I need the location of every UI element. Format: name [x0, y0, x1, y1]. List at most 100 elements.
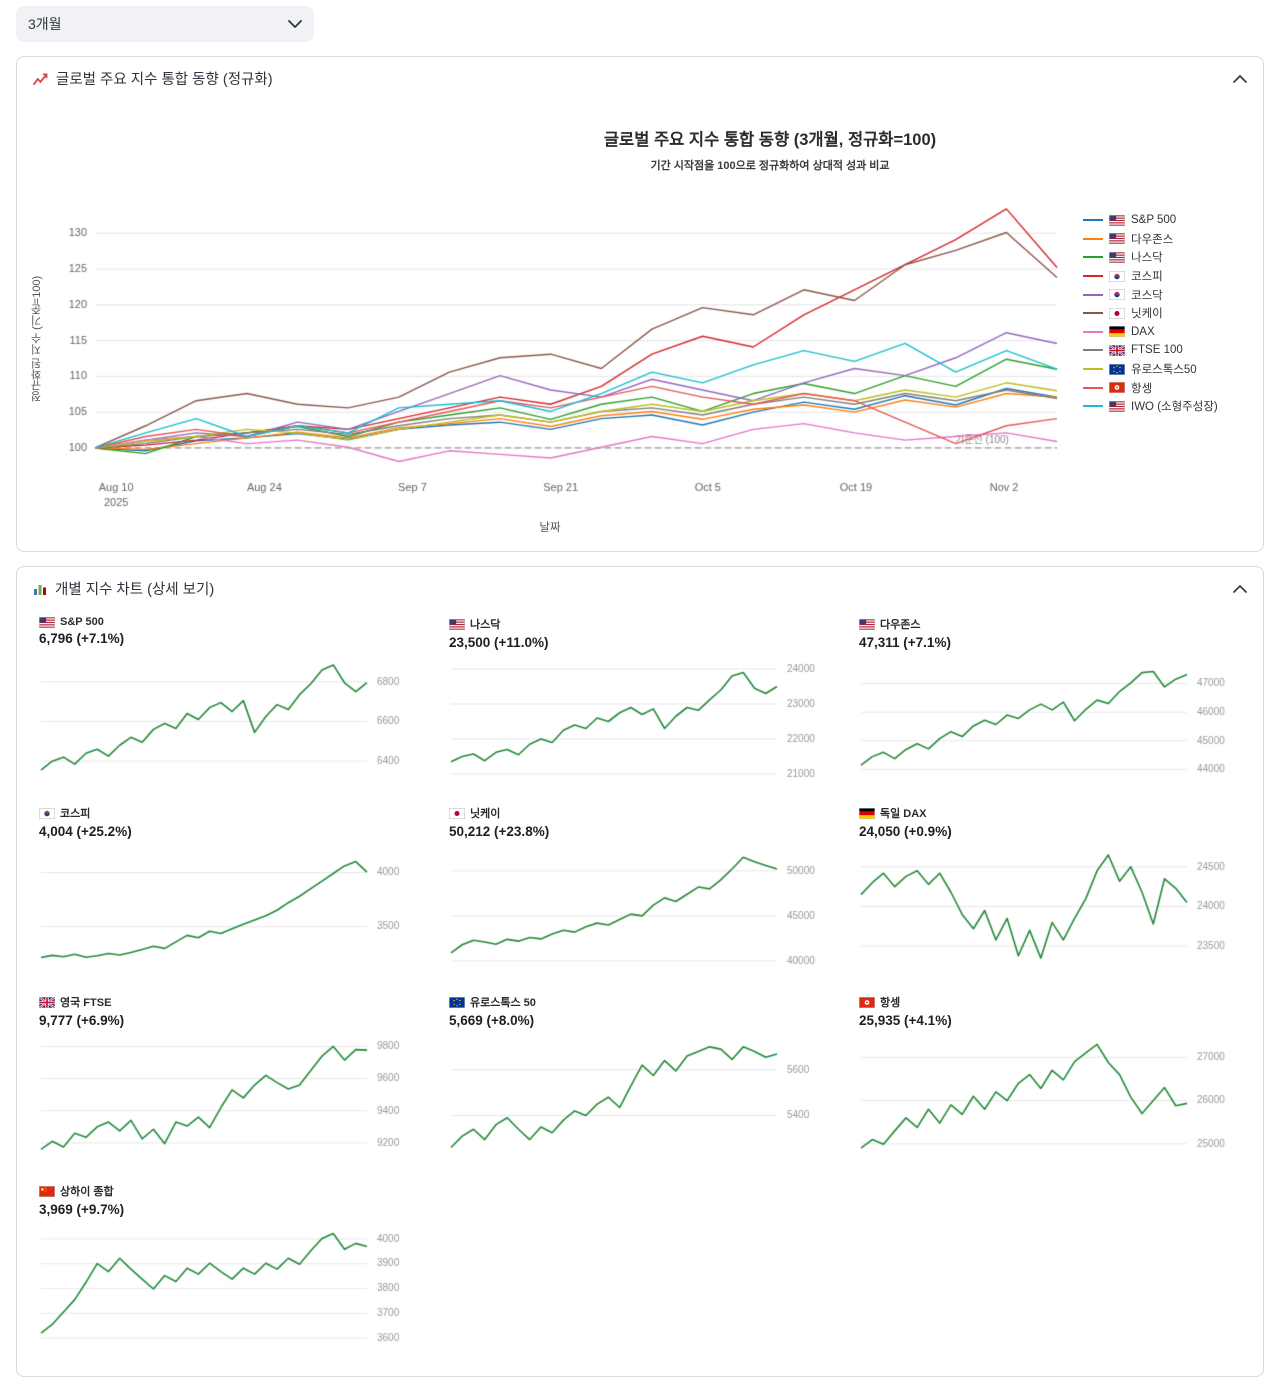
legend-label: 유로스톡스50 [1131, 364, 1197, 377]
legend-line-swatch [1083, 368, 1103, 371]
mini-chart-nasdaq: 나스닥 23,500 (+11.0%) [449, 616, 833, 789]
legend-item: 코스피 [1083, 267, 1239, 286]
period-select[interactable]: 3개월 [16, 6, 314, 42]
mini-chart-canvas [39, 843, 423, 978]
us-flag-icon [449, 618, 465, 630]
mini-chart-canvas [859, 843, 1243, 978]
mini-chart-name: S&P 500 [60, 616, 104, 628]
legend-line-swatch [1083, 237, 1103, 240]
mini-chart-shanghai: 상하이 종합 3,969 (+9.7%) [39, 1183, 423, 1356]
chevron-down-icon [288, 20, 302, 28]
legend-item: IWO (소형주성장) [1083, 397, 1239, 416]
legend-item: 다우존스 [1083, 230, 1239, 249]
legend-item: 항셍 [1083, 378, 1239, 397]
mini-chart-kospi: 코스피 4,004 (+25.2%) [39, 805, 423, 978]
gb-flag-icon [1109, 344, 1125, 356]
mini-chart-value: 24,050 (+0.9%) [859, 824, 952, 839]
cn-flag-icon [39, 1185, 55, 1197]
legend-label: DAX [1131, 325, 1155, 338]
overview-y-axis-label: 정규화된 지수 (기준=100) [31, 275, 43, 403]
mini-chart-value: 9,777 (+6.9%) [39, 1013, 125, 1028]
de-flag-icon [859, 807, 875, 819]
mini-chart-sp500: S&P 500 6,796 (+7.1%) [39, 616, 423, 789]
bar-chart-icon [33, 582, 47, 596]
overview-legend: S&P 500 다우존스 나스닥 코스피 코스닥 닛케이 DAX FTSE 10… [1069, 211, 1239, 416]
mini-chart-canvas [39, 650, 423, 785]
mini-chart-name: 닛케이 [470, 808, 501, 820]
mini-chart-name: 상하이 종합 [60, 1186, 114, 1198]
mini-chart-canvas [449, 843, 833, 978]
legend-line-swatch [1083, 349, 1103, 352]
mini-chart-name: 유로스톡스 50 [470, 997, 536, 1009]
mini-chart-name: 코스피 [60, 808, 91, 820]
period-select-value: 3개월 [28, 16, 62, 32]
mini-chart-canvas [859, 654, 1243, 789]
mini-chart-value: 6,796 (+7.1%) [39, 631, 125, 646]
mini-chart-value: 23,500 (+11.0%) [449, 635, 549, 650]
gb-flag-icon [39, 996, 55, 1008]
panel-detail-title: 개별 지수 차트 (상세 보기) [55, 582, 215, 598]
legend-label: IWO (소형주성장) [1131, 401, 1218, 414]
eu-flag-icon [1109, 363, 1125, 375]
mini-chart-name: 다우존스 [880, 619, 921, 631]
jp-flag-icon [1109, 307, 1125, 319]
kr-flag-icon [1109, 289, 1125, 301]
mini-chart-canvas [39, 1032, 423, 1167]
legend-item: 나스닥 [1083, 248, 1239, 267]
legend-line-swatch [1083, 219, 1103, 222]
mini-chart-name: 독일 DAX [880, 808, 927, 820]
mini-chart-dow: 다우존스 47,311 (+7.1%) [859, 616, 1243, 789]
legend-item: S&P 500 [1083, 211, 1239, 230]
collapse-chevron-up-icon [1233, 584, 1247, 593]
us-flag-icon [1109, 214, 1125, 226]
mini-chart-value: 25,935 (+4.1%) [859, 1013, 952, 1028]
legend-label: 항셍 [1131, 382, 1153, 395]
mini-chart-value: 4,004 (+25.2%) [39, 824, 132, 839]
mini-chart-nikkei: 닛케이 50,212 (+23.8%) [449, 805, 833, 978]
mini-chart-canvas [859, 1032, 1243, 1167]
overview-chart-title: 글로벌 주요 지수 통합 동향 (3개월, 정규화=100) [603, 131, 937, 149]
legend-label: 닛케이 [1131, 308, 1163, 321]
overview-figure: 글로벌 주요 지수 통합 동향 (3개월, 정규화=100) 기간 시작점을 1… [17, 98, 1263, 551]
panel-detail: 개별 지수 차트 (상세 보기) S&P 500 6,796 (+7.1%) 나… [16, 566, 1264, 1377]
us-flag-icon [39, 616, 55, 628]
panel-overview-header[interactable]: 글로벌 주요 지수 통합 동향 (정규화) [17, 57, 1263, 98]
legend-line-swatch [1083, 256, 1103, 259]
legend-label: 코스피 [1131, 271, 1163, 284]
us-flag-icon [1109, 400, 1125, 412]
us-flag-icon [859, 618, 875, 630]
mini-chart-name: 영국 FTSE [60, 997, 112, 1009]
mini-chart-value: 50,212 (+23.8%) [449, 824, 550, 839]
collapse-chevron-up-icon [1233, 74, 1247, 83]
legend-line-swatch [1083, 293, 1103, 296]
jp-flag-icon [449, 807, 465, 819]
dashboard-page: { "controls": { "period_select": { "valu… [0, 6, 1280, 1377]
kr-flag-icon [1109, 270, 1125, 282]
panel-detail-header[interactable]: 개별 지수 차트 (상세 보기) [17, 567, 1263, 608]
mini-chart-value: 3,969 (+9.7%) [39, 1202, 125, 1217]
legend-item: 유로스톡스50 [1083, 360, 1239, 379]
mini-chart-ftse: 영국 FTSE 9,777 (+6.9%) [39, 994, 423, 1167]
mini-chart-name: 나스닥 [470, 619, 501, 631]
mini-chart-canvas [39, 1221, 423, 1356]
hk-flag-icon [1109, 382, 1125, 394]
legend-line-swatch [1083, 405, 1103, 408]
legend-label: 나스닥 [1131, 252, 1163, 265]
mini-chart-value: 5,669 (+8.0%) [449, 1013, 535, 1028]
us-flag-icon [1109, 233, 1125, 245]
legend-label: S&P 500 [1131, 214, 1177, 227]
mini-chart-name: 항셍 [880, 997, 901, 1009]
us-flag-icon [1109, 252, 1125, 263]
kr-flag-icon [39, 807, 55, 819]
legend-label: FTSE 100 [1131, 344, 1183, 357]
mini-chart-dax: 독일 DAX 24,050 (+0.9%) [859, 805, 1243, 978]
mini-chart-canvas [449, 1032, 833, 1167]
mini-chart-value: 47,311 (+7.1%) [859, 635, 951, 650]
legend-line-swatch [1083, 275, 1103, 278]
legend-line-swatch [1083, 386, 1103, 389]
legend-item: FTSE 100 [1083, 341, 1239, 360]
hk-flag-icon [859, 996, 875, 1008]
mini-chart-canvas [449, 654, 833, 789]
legend-item: DAX [1083, 323, 1239, 342]
mini-chart-eurostoxx: 유로스톡스 50 5,669 (+8.0%) [449, 994, 833, 1167]
